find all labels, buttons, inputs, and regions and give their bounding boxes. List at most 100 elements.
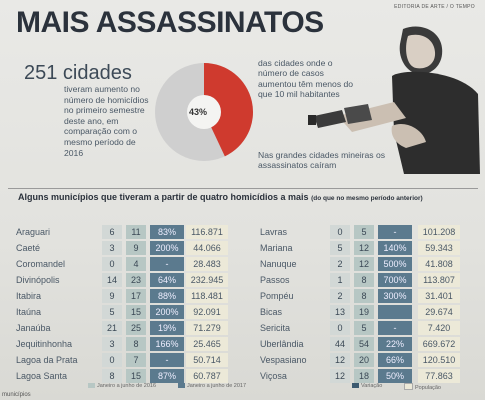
- homicides-2017: 11: [126, 225, 146, 239]
- page-title: MAIS ASSASSINATOS: [16, 6, 324, 39]
- homicides-2016: 9: [102, 289, 122, 303]
- legend-2017: Janeiro a junho de 2017: [178, 383, 246, 389]
- variation-value: 166%: [150, 337, 184, 351]
- municipality-name: Vespasiano: [260, 355, 307, 365]
- variation-value: 66%: [378, 353, 412, 367]
- homicides-2016: 12: [330, 353, 350, 367]
- homicides-2016: 0: [102, 257, 122, 271]
- municipality-name: Bicas: [260, 307, 283, 317]
- municipality-name: Coromandel: [16, 259, 66, 269]
- legend-population: População: [404, 383, 441, 391]
- population-value: 7.420: [418, 321, 460, 335]
- variation-value: 140%: [378, 241, 412, 255]
- municipality-name: Itaúna: [16, 307, 42, 317]
- lead-text: tiveram aumento no número de homicídios …: [64, 84, 149, 158]
- municipality-name: Caeté: [16, 243, 41, 253]
- municipality-name: Jequitinhonha: [16, 339, 73, 349]
- population-value: 116.871: [186, 225, 228, 239]
- homicides-2016: 8: [102, 369, 122, 383]
- homicides-2016: 3: [102, 337, 122, 351]
- homicides-2016: 44: [330, 337, 350, 351]
- homicides-2017: 19: [354, 305, 374, 319]
- homicides-2016: 2: [330, 257, 350, 271]
- municipality-name: Nanuque: [260, 259, 297, 269]
- municipality-name: Passos: [260, 275, 290, 285]
- homicides-2017: 15: [126, 305, 146, 319]
- homicides-2016: 6: [102, 225, 122, 239]
- art-credit: EDITORIA DE ARTE / O TEMPO: [394, 4, 475, 10]
- municipality-name: Janaúba: [16, 323, 51, 333]
- homicides-2017: 17: [126, 289, 146, 303]
- homicides-2017: 12: [354, 241, 374, 255]
- municipality-name: Uberlândia: [260, 339, 304, 349]
- variation-value: 64%: [150, 273, 184, 287]
- homicides-2016: 13: [330, 305, 350, 319]
- variation-value: 50%: [378, 369, 412, 383]
- homicides-2017: 5: [354, 321, 374, 335]
- variation-value: 500%: [378, 257, 412, 271]
- pie-slice-43: [204, 63, 254, 157]
- legend-population-swatch: [404, 383, 413, 390]
- homicides-2017: 25: [126, 321, 146, 335]
- variation-value: 22%: [378, 337, 412, 351]
- population-value: 31.401: [418, 289, 460, 303]
- municipality-name: Lagoa da Prata: [16, 355, 78, 365]
- variation-value: 88%: [150, 289, 184, 303]
- variation-value: 19%: [150, 321, 184, 335]
- municipality-name: Viçosa: [260, 371, 287, 381]
- population-value: 118.481: [186, 289, 228, 303]
- municipality-name: Mariana: [260, 243, 293, 253]
- variation-value: -: [378, 225, 412, 239]
- population-value: 29.674: [418, 305, 460, 319]
- percentage-pie-chart: [155, 63, 254, 161]
- right-description: das cidades onde o número de casos aumen…: [258, 58, 354, 99]
- table-title: Alguns municípios que tiveram a partir d…: [18, 192, 423, 202]
- homicides-2017: 5: [354, 225, 374, 239]
- homicides-2017: 9: [126, 241, 146, 255]
- municipality-name: Araguari: [16, 227, 51, 237]
- homicides-2016: 0: [330, 321, 350, 335]
- legend-variation: Variação: [352, 383, 382, 389]
- homicides-2017: 7: [126, 353, 146, 367]
- municipality-name: Itabira: [16, 291, 42, 301]
- homicides-2016: 1: [330, 273, 350, 287]
- municipality-name: Sericita: [260, 323, 291, 333]
- population-value: 28.483: [186, 257, 228, 271]
- variation-value: [378, 305, 412, 319]
- homicides-2017: 15: [126, 369, 146, 383]
- pie-percentage-label: 43%: [188, 107, 207, 117]
- population-value: 669.672: [418, 337, 460, 351]
- population-value: 113.807: [418, 273, 460, 287]
- population-value: 77.863: [418, 369, 460, 383]
- legend-2016: Janeiro a junho de 2016: [88, 383, 156, 389]
- large-cities-note: Nas grandes cidades mineiras os assassin…: [258, 150, 386, 171]
- homicides-2017: 12: [354, 257, 374, 271]
- homicides-2017: 8: [126, 337, 146, 351]
- variation-value: 200%: [150, 241, 184, 255]
- homicides-2016: 0: [102, 353, 122, 367]
- homicides-2017: 18: [354, 369, 374, 383]
- homicides-2016: 14: [102, 273, 122, 287]
- homicides-2017: 4: [126, 257, 146, 271]
- population-value: 25.465: [186, 337, 228, 351]
- municipality-name: Lagoa Santa: [16, 371, 68, 381]
- variation-value: 87%: [150, 369, 184, 383]
- homicides-2016: 5: [102, 305, 122, 319]
- homicides-2017: 8: [354, 289, 374, 303]
- variation-value: 300%: [378, 289, 412, 303]
- big-number: 251 cidades: [24, 62, 132, 84]
- population-value: 101.208: [418, 225, 460, 239]
- legend-2017-label: Janeiro a junho de 2017: [187, 383, 247, 389]
- population-value: 232.945: [186, 273, 228, 287]
- legend-2017-swatch: [178, 383, 185, 388]
- homicides-2017: 23: [126, 273, 146, 287]
- homicides-2016: 12: [330, 369, 350, 383]
- legend-population-label: População: [415, 385, 441, 391]
- municipality-name: Divinópolis: [16, 275, 60, 285]
- homicides-2017: 54: [354, 337, 374, 351]
- population-value: 50.714: [186, 353, 228, 367]
- legend-variation-label: Variação: [361, 383, 383, 389]
- population-value: 71.279: [186, 321, 228, 335]
- gunman-illustration: [308, 26, 480, 174]
